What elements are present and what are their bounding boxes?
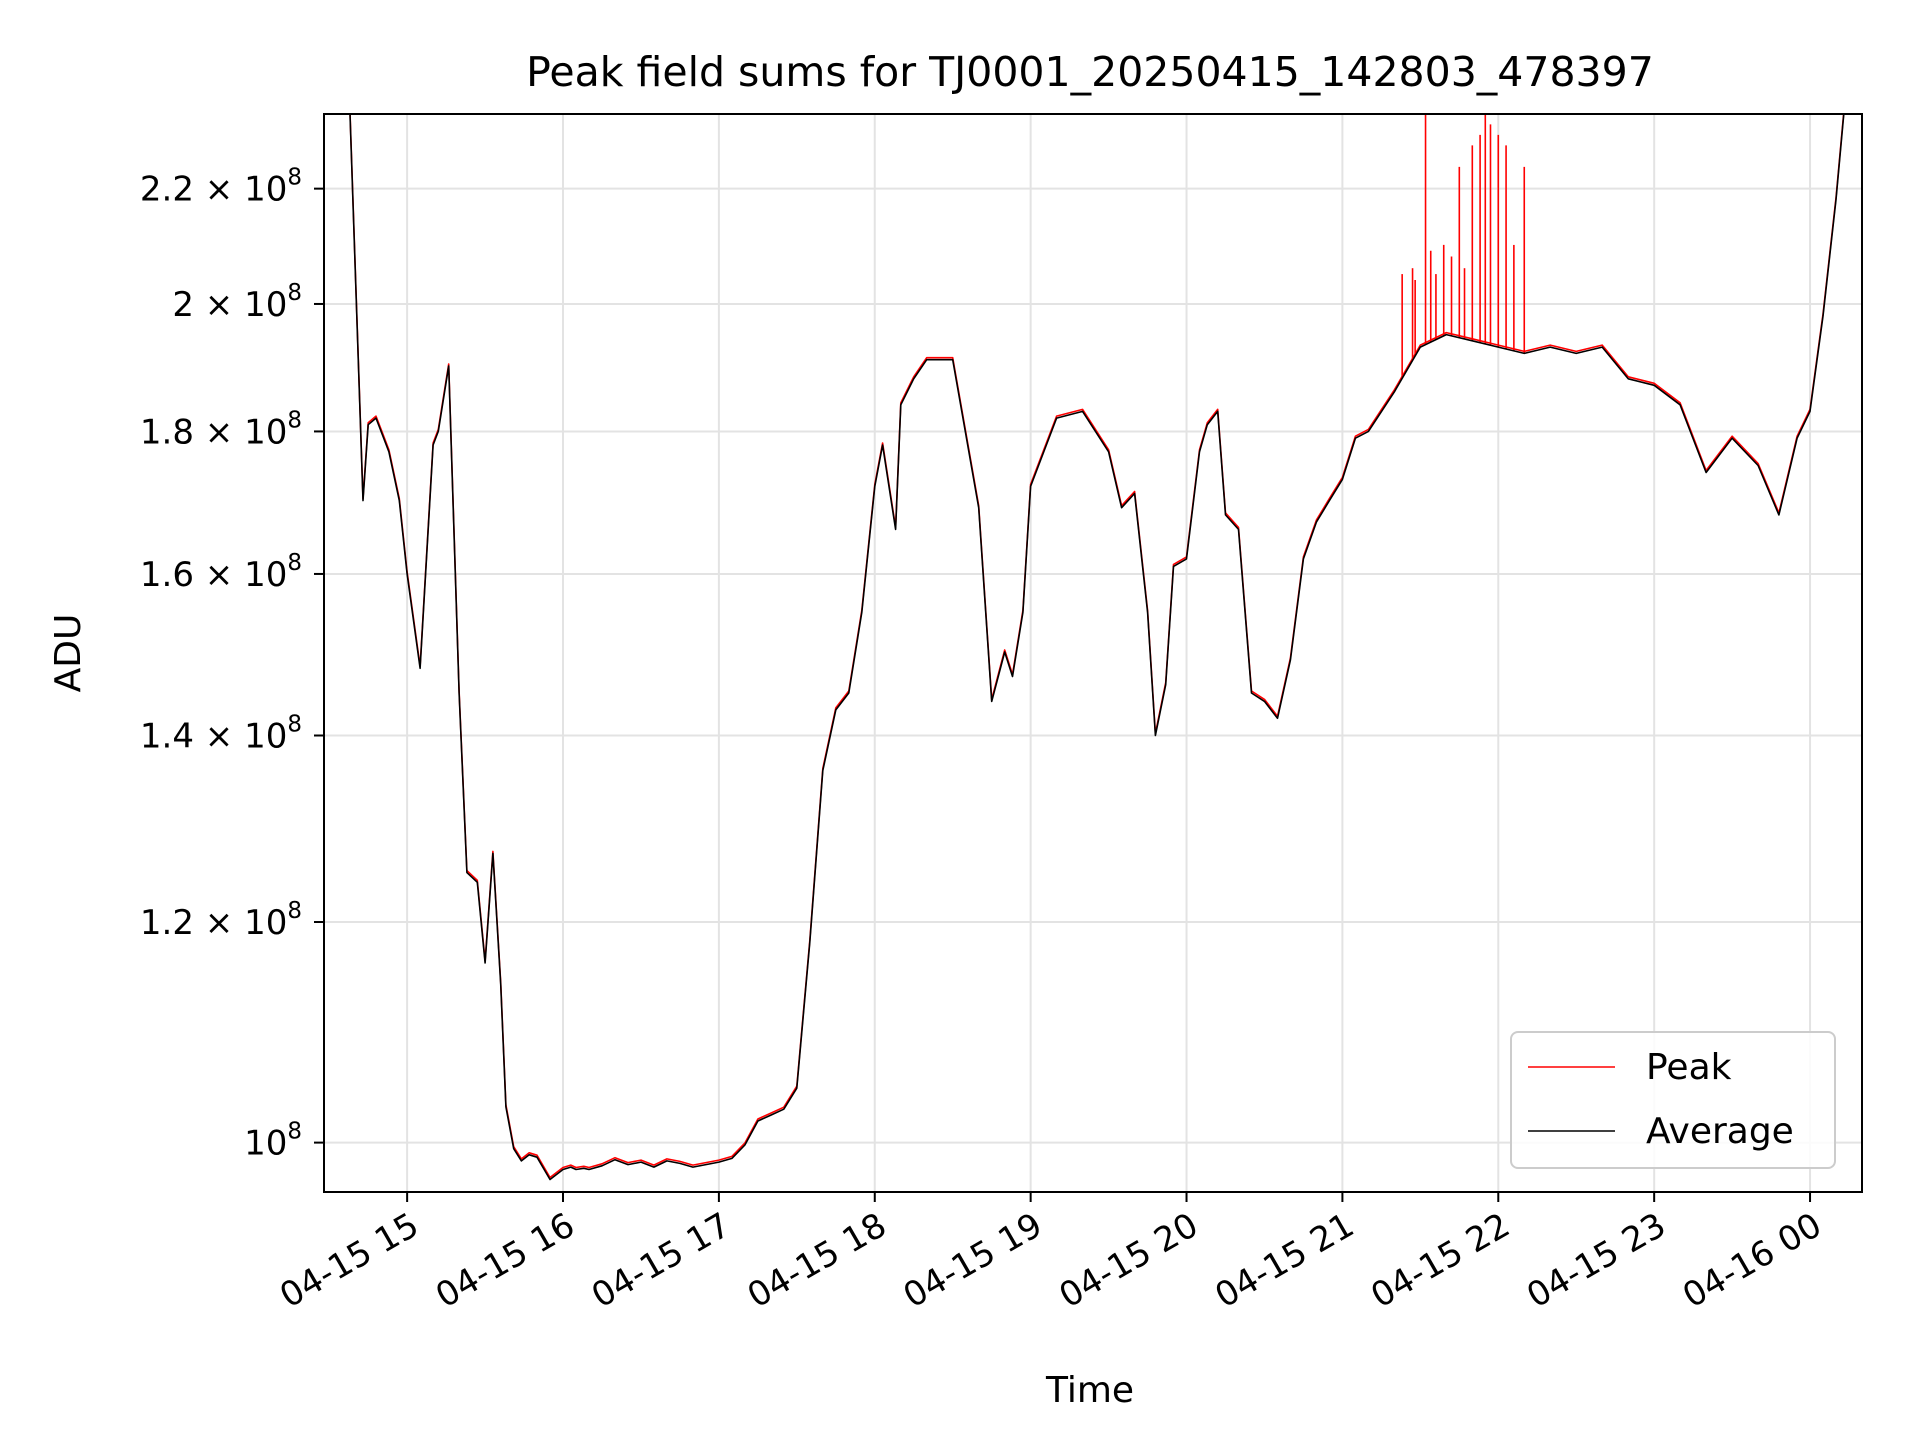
y-tick-label: 2 × 108	[172, 280, 302, 325]
series-line-average	[349, 114, 1845, 1181]
y-axis-label: ADU	[48, 614, 89, 693]
plot-frame	[323, 113, 1863, 1193]
y-tick-label: 1.4 × 108	[140, 712, 302, 757]
chart-title: Peak field sums for TJ0001_20250415_1428…	[526, 48, 1654, 96]
y-tick-label: 2.2 × 108	[140, 165, 302, 210]
legend-label-peak: Peak	[1646, 1047, 1732, 1088]
legend: Peak Average	[1510, 1031, 1836, 1169]
y-axis: 108 1.2 × 108 1.4 × 108 1.6 × 108 1.8 × 108 2…	[140, 165, 324, 1164]
series-layer	[349, 114, 1845, 1181]
y-tick-label: 1.6 × 108	[140, 550, 302, 595]
y-tick-label: 1.2 × 108	[140, 898, 302, 943]
y-tick-label: 108	[244, 1119, 302, 1164]
x-axis-label: Time	[1045, 1370, 1134, 1411]
y-tick-label: 1.8 × 108	[140, 407, 302, 452]
legend-box	[1510, 1031, 1836, 1169]
legend-label-average: Average	[1646, 1111, 1794, 1152]
